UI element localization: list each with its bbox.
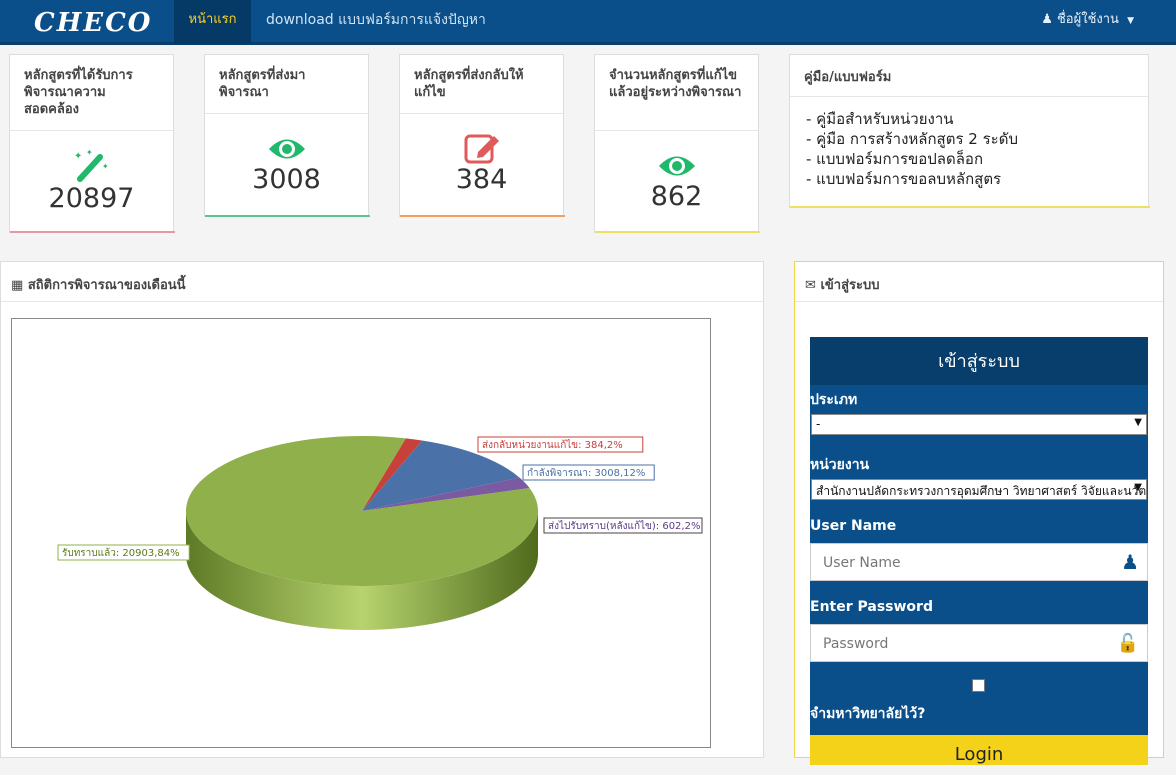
password-label: Enter Password: [810, 599, 933, 615]
card-accent-bar: [10, 231, 175, 233]
nav-download-link[interactable]: download แบบฟอร์มการแจ้งปัญหา: [266, 12, 486, 28]
password-input[interactable]: Password 🔓: [810, 624, 1148, 662]
pie-label: กำลังพิจารณา: 3008,12%: [527, 468, 645, 479]
card-accent-bar: [400, 215, 565, 217]
login-title: เข้าสู่ระบบ: [810, 337, 1148, 385]
card-title: หลักสูตรที่ได้รับการพิจารณาความสอดคล้อง: [10, 55, 173, 131]
agency-label: หน่วยงาน: [810, 457, 870, 473]
unlock-icon: 🔓: [1116, 633, 1139, 654]
type-label: ประเภท: [810, 392, 858, 408]
card-value: 3008: [252, 164, 321, 195]
login-header-text: เข้าสู่ระบบ: [820, 278, 880, 293]
pie-label-box: [543, 517, 703, 534]
pie-label: ส่งกลับหน่วยงานแก้ไข: 384,2%: [482, 439, 623, 451]
chart-frame: รับทราบแล้ว: 20903,84% ส่งกลับหน่วยงานแก้…: [11, 318, 711, 748]
magic-wand-icon: ✦ ✦ ✦: [74, 148, 109, 182]
manual-title: คู่มือ/แบบฟอร์ม: [790, 55, 1148, 97]
remember-label: จำมหาวิทยาลัยไว้?: [810, 706, 926, 722]
username-input[interactable]: User Name ♟: [810, 543, 1148, 581]
login-button[interactable]: Login: [810, 735, 1148, 765]
stats-panel: ▦ สถิติการพิจารณาของเดือนนี้ รับทราบแล้ว…: [0, 261, 764, 758]
chevron-down-icon: ▼: [1134, 482, 1142, 493]
card-value: 20897: [48, 183, 135, 214]
password-placeholder: Password: [823, 636, 889, 652]
stat-card-returned: หลักสูตรที่ส่งกลับให้แก้ไข 384: [399, 54, 565, 217]
eye-icon: [658, 156, 695, 176]
envelope-icon: ✉: [805, 278, 816, 293]
chevron-down-icon: ▼: [1127, 16, 1134, 26]
pie-side: [186, 511, 538, 630]
stat-card-pending-revision: จำนวนหลักสูตรที่แก้ไขแล้วอยู่ระหว่างพิจา…: [594, 54, 760, 233]
brand-logo[interactable]: CHECO: [34, 8, 153, 38]
card-value: 384: [455, 164, 508, 195]
pie-slice: [362, 477, 530, 511]
user-icon: ♟: [1121, 550, 1139, 574]
login-panel-header: ✉ เข้าสู่ระบบ: [795, 262, 1163, 302]
agency-select-value: สำนักงานปลัดกระทรวงการอุดมศึกษา วิทยาศาส…: [816, 484, 1147, 498]
manual-link[interactable]: - คู่มือ การสร้างหลักสูตร 2 ระดับ: [806, 130, 1018, 148]
pie-slice: [185, 436, 538, 586]
top-navbar: CHECO หน้าแรก download แบบฟอร์มการแจ้งปั…: [0, 0, 1176, 45]
type-select[interactable]: - ▼: [811, 414, 1147, 435]
manual-link[interactable]: - คู่มือสำหรับหน่วยงาน: [806, 110, 954, 128]
login-form: เข้าสู่ระบบ ประเภท - ▼ หน่วยงาน ▼ สำนักง…: [810, 337, 1148, 765]
agency-select[interactable]: ▼ สำนักงานปลัดกระทรวงการอุดมศึกษา วิทยาศ…: [811, 479, 1147, 500]
card-title: หลักสูตรที่ส่งกลับให้แก้ไข: [400, 55, 563, 114]
card-accent-bar: [790, 206, 1150, 208]
username-placeholder: User Name: [823, 555, 901, 571]
nav-home-tab[interactable]: หน้าแรก: [174, 0, 251, 44]
pie-slice: [362, 438, 423, 511]
card-title: หลักสูตรที่ส่งมาพิจารณา: [205, 55, 368, 114]
pie-chart: รับทราบแล้ว: 20903,84% ส่งกลับหน่วยงานแก้…: [57, 436, 703, 630]
svg-text:✦: ✦: [74, 151, 82, 162]
pie-label-box: [57, 544, 190, 561]
card-accent-bar: [595, 231, 760, 233]
svg-text:✦: ✦: [102, 162, 109, 171]
calendar-icon: ▦: [11, 278, 24, 293]
eye-icon: [268, 139, 305, 159]
pie-label-box: [477, 436, 644, 453]
type-select-value: -: [816, 417, 821, 431]
pie-slice: [362, 440, 520, 511]
card-value: 862: [650, 181, 703, 212]
pie-label: ส่งไปรับทราบ(หลังแก้ไข): 602,2%: [548, 520, 700, 532]
manual-link[interactable]: - แบบฟอร์มการขอปลดล็อก: [806, 150, 984, 168]
stat-card-submitted: หลักสูตรที่ส่งมาพิจารณา 3008: [204, 54, 370, 217]
chevron-down-icon: ▼: [1134, 417, 1142, 428]
stat-card-approved: หลักสูตรที่ได้รับการพิจารณาความสอดคล้อง …: [9, 54, 175, 233]
user-menu[interactable]: ♟ ชื่อผู้ใช้งาน ▼: [1041, 0, 1134, 44]
manual-card: คู่มือ/แบบฟอร์ม - คู่มือสำหรับหน่วยงาน -…: [789, 54, 1150, 208]
user-icon: ♟: [1041, 12, 1053, 27]
pie-label-box: [522, 464, 655, 481]
user-name: ชื่อผู้ใช้งาน: [1056, 12, 1119, 27]
manual-link[interactable]: - แบบฟอร์มการขอลบหลักสูตร: [806, 170, 1002, 188]
stats-panel-header: ▦ สถิติการพิจารณาของเดือนนี้: [1, 262, 763, 302]
remember-checkbox[interactable]: [972, 679, 985, 692]
card-accent-bar: [205, 215, 370, 217]
svg-text:✦: ✦: [86, 148, 93, 157]
card-title: จำนวนหลักสูตรที่แก้ไขแล้วอยู่ระหว่างพิจา…: [595, 55, 758, 131]
stats-title: สถิติการพิจารณาของเดือนนี้: [27, 278, 186, 293]
edit-icon: [464, 134, 499, 164]
pie-label: รับทราบแล้ว: 20903,84%: [62, 547, 180, 559]
manual-list: - คู่มือสำหรับหน่วยงาน - คู่มือ การสร้าง…: [790, 97, 1148, 201]
username-label: User Name: [810, 518, 897, 534]
